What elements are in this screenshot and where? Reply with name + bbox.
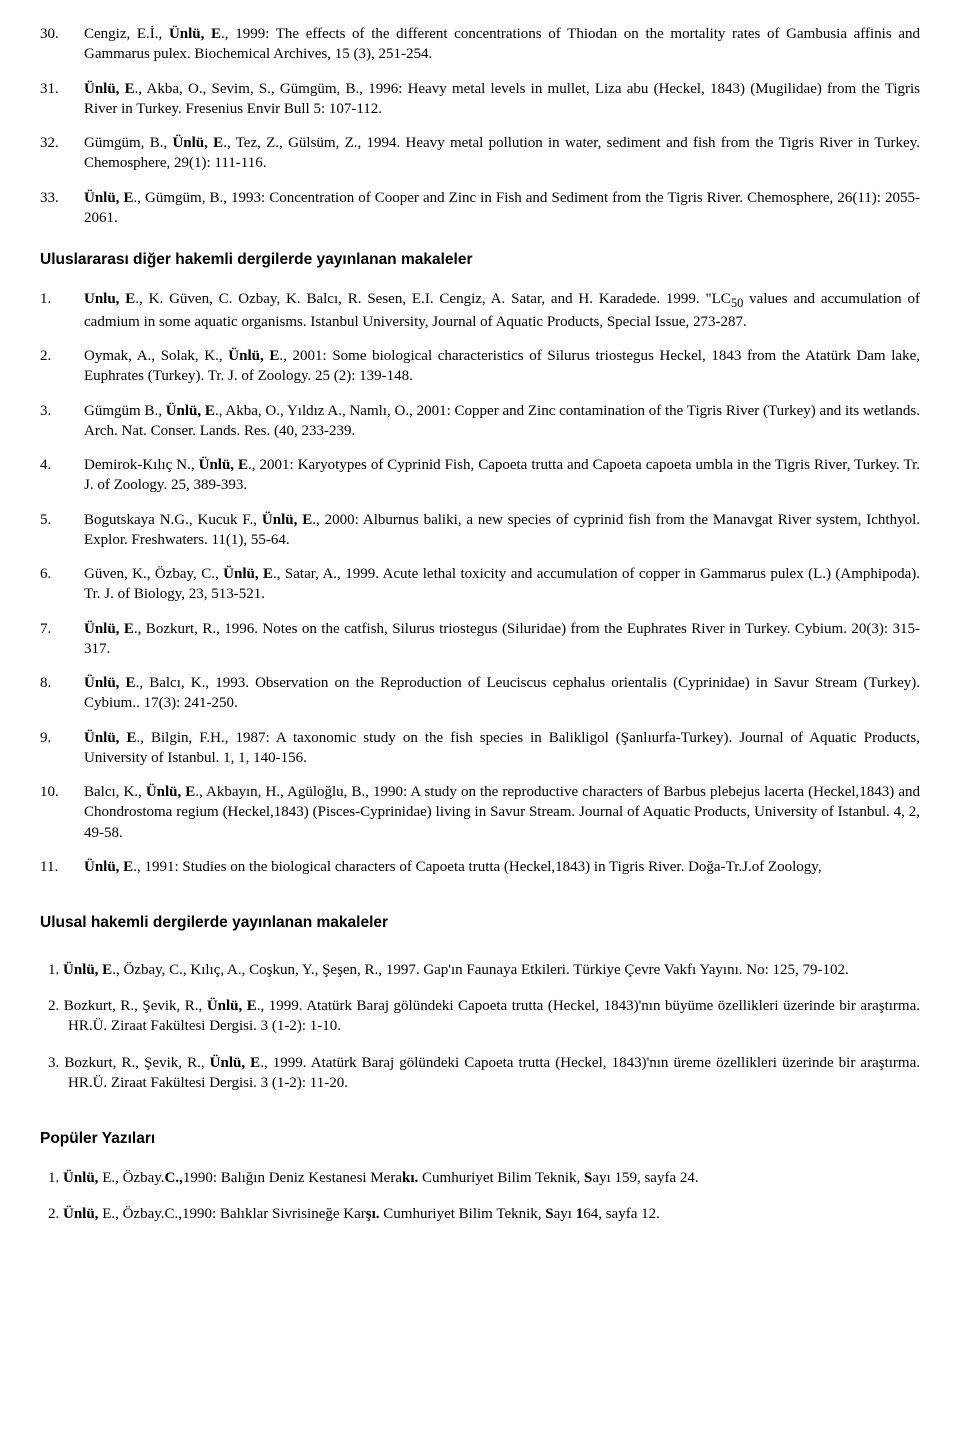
reference-text: Güven, K., Özbay, C., Ünlü, E., Satar, A…	[84, 564, 920, 605]
reference-text: Ünlü, E., Bozkurt, R., 1996. Notes on th…	[84, 619, 920, 660]
reference-number: 9.	[40, 728, 84, 769]
reference-number: 3.	[40, 401, 84, 442]
reference-text: Cengiz, E.İ., Ünlü, E., 1999: The effect…	[84, 24, 920, 65]
reference-entry: 32.Gümgüm, B., Ünlü, E., Tez, Z., Gülsüm…	[40, 133, 920, 174]
reference-entry: 30.Cengiz, E.İ., Ünlü, E., 1999: The eff…	[40, 24, 920, 65]
reference-text: Demirok-Kılıç N., Ünlü, E., 2001: Karyot…	[84, 455, 920, 496]
reference-text: Oymak, A., Solak, K., Ünlü, E., 2001: So…	[84, 346, 920, 387]
section-title-national: Ulusal hakemli dergilerde yayınlanan mak…	[40, 913, 920, 934]
reference-text: Ünlü, E., Balcı, K., 1993. Observation o…	[84, 673, 920, 714]
international-other-list: 1.Unlu, E., K. Güven, C. Ozbay, K. Balcı…	[40, 289, 920, 877]
reference-number: 1.	[40, 289, 84, 332]
top-reference-list: 30.Cengiz, E.İ., Ünlü, E., 1999: The eff…	[40, 24, 920, 228]
reference-entry: 10.Balcı, K., Ünlü, E., Akbayın, H., Agü…	[40, 782, 920, 843]
reference-number: 32.	[40, 133, 84, 174]
reference-entry: 5.Bogutskaya N.G., Kucuk F., Ünlü, E., 2…	[40, 510, 920, 551]
reference-number: 33.	[40, 188, 84, 229]
reference-number: 6.	[40, 564, 84, 605]
reference-number: 30.	[40, 24, 84, 65]
reference-number: 11.	[40, 857, 84, 877]
reference-entry: 7.Ünlü, E., Bozkurt, R., 1996. Notes on …	[40, 619, 920, 660]
reference-number: 2.	[40, 346, 84, 387]
reference-text: Ünlü, E., Akba, O., Sevim, S., Gümgüm, B…	[84, 79, 920, 120]
reference-entry: 1. Ünlü, E., Özbay.C.,1990: Balığın Deni…	[40, 1168, 920, 1188]
reference-entry: 1. Ünlü, E., Özbay, C., Kılıç, A., Coşku…	[40, 960, 920, 980]
reference-entry: 3.Gümgüm B., Ünlü, E., Akba, O., Yıldız …	[40, 401, 920, 442]
reference-entry: 4.Demirok-Kılıç N., Ünlü, E., 2001: Kary…	[40, 455, 920, 496]
reference-text: Ünlü, E., Bilgin, F.H., 1987: A taxonomi…	[84, 728, 920, 769]
reference-entry: 11.Ünlü, E., 1991: Studies on the biolog…	[40, 857, 920, 877]
reference-text: Bogutskaya N.G., Kucuk F., Ünlü, E., 200…	[84, 510, 920, 551]
reference-entry: 33.Ünlü, E., Gümgüm, B., 1993: Concentra…	[40, 188, 920, 229]
popular-list: 1. Ünlü, E., Özbay.C.,1990: Balığın Deni…	[40, 1168, 920, 1225]
reference-text: Gümgüm, B., Ünlü, E., Tez, Z., Gülsüm, Z…	[84, 133, 920, 174]
national-list: 1. Ünlü, E., Özbay, C., Kılıç, A., Coşku…	[40, 960, 920, 1093]
reference-text: Gümgüm B., Ünlü, E., Akba, O., Yıldız A.…	[84, 401, 920, 442]
section-title-popular: Popüler Yazıları	[40, 1129, 920, 1150]
reference-entry: 6.Güven, K., Özbay, C., Ünlü, E., Satar,…	[40, 564, 920, 605]
reference-text: Ünlü, E., Gümgüm, B., 1993: Concentratio…	[84, 188, 920, 229]
reference-text: Ünlü, E., 1991: Studies on the biologica…	[84, 857, 920, 877]
reference-number: 7.	[40, 619, 84, 660]
reference-number: 4.	[40, 455, 84, 496]
section-title-international-other: Uluslararası diğer hakemli dergilerde ya…	[40, 250, 920, 271]
reference-entry: 2. Bozkurt, R., Şevik, R., Ünlü, E., 199…	[40, 996, 920, 1037]
reference-entry: 8.Ünlü, E., Balcı, K., 1993. Observation…	[40, 673, 920, 714]
reference-number: 10.	[40, 782, 84, 843]
reference-entry: 3. Bozkurt, R., Şevik, R., Ünlü, E., 199…	[40, 1053, 920, 1094]
reference-entry: 31.Ünlü, E., Akba, O., Sevim, S., Gümgüm…	[40, 79, 920, 120]
reference-text: Balcı, K., Ünlü, E., Akbayın, H., Agüloğ…	[84, 782, 920, 843]
reference-number: 5.	[40, 510, 84, 551]
reference-entry: 1.Unlu, E., K. Güven, C. Ozbay, K. Balcı…	[40, 289, 920, 332]
reference-text: Unlu, E., K. Güven, C. Ozbay, K. Balcı, …	[84, 289, 920, 332]
reference-entry: 9.Ünlü, E., Bilgin, F.H., 1987: A taxono…	[40, 728, 920, 769]
reference-number: 8.	[40, 673, 84, 714]
reference-number: 31.	[40, 79, 84, 120]
reference-entry: 2.Oymak, A., Solak, K., Ünlü, E., 2001: …	[40, 346, 920, 387]
reference-entry: 2. Ünlü, E., Özbay.C.,1990: Balıklar Siv…	[40, 1204, 920, 1224]
